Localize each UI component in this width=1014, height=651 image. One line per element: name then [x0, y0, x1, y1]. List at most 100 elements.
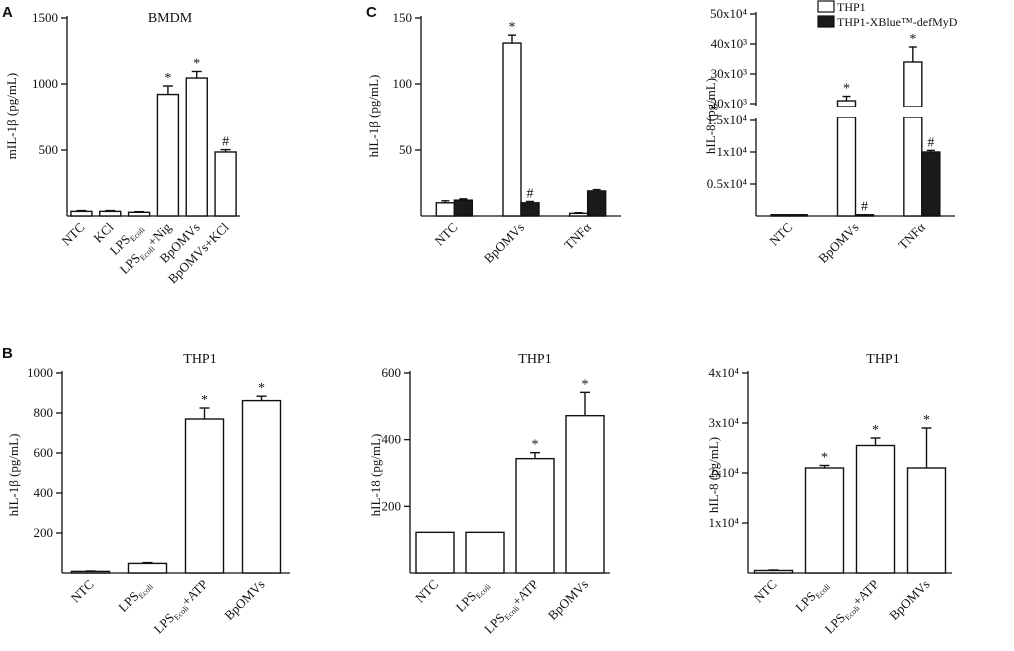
x-tick-label: LPSEcoli+ATP — [151, 577, 212, 638]
significance-mark: * — [909, 32, 916, 47]
x-tick-label: LPSEcoli+ATP — [481, 577, 542, 638]
y-tick-label: 1x10⁴ — [716, 144, 747, 159]
bar — [127, 211, 151, 217]
x-tick-label: NTC — [68, 577, 97, 606]
bar — [753, 569, 794, 574]
bar — [565, 414, 605, 574]
x-tick-label: LPSEcoli+ATP — [822, 577, 883, 638]
panel-letter-b: B — [2, 345, 13, 362]
bar — [435, 202, 456, 217]
x-tick-label: BpOMVs — [815, 220, 861, 266]
x-tick-label: NTC — [431, 220, 460, 249]
x-tick-label: TNFα — [895, 219, 928, 252]
y-tick-label: 100 — [393, 76, 413, 91]
y-tick-label: 1500 — [32, 10, 58, 25]
bar — [214, 151, 237, 217]
bar — [770, 214, 790, 217]
significance-mark: * — [843, 82, 850, 97]
y-tick-label: 0.5x10⁴ — [707, 176, 748, 191]
x-tick-label: BpOMVs — [545, 577, 591, 623]
bar — [903, 61, 923, 108]
bar — [465, 531, 505, 574]
chart-title: THP1 — [866, 352, 899, 367]
y-tick-label: 50 — [399, 142, 412, 157]
y-tick-label: 50x10⁴ — [710, 6, 748, 21]
bar — [921, 151, 941, 217]
chart-hil18-b: 200 400 600 THP1 hIL-18 (pg/mL) NTC LPSEcoli * L… — [368, 352, 610, 638]
y-tick-label: 150 — [393, 10, 413, 25]
y-tick-label: 2x10⁴ — [708, 465, 739, 480]
bar — [185, 77, 208, 217]
x-tick-label: LPSEcoli — [792, 576, 832, 616]
bar-lower-segment — [836, 116, 857, 217]
chart-title: THP1 — [518, 352, 551, 367]
x-tick-label: LPSEcoli — [453, 576, 493, 616]
y-axis-label: hIL-8 (pg/mL) — [706, 437, 721, 513]
significance-mark: * — [201, 393, 208, 408]
y-tick-label: 600 — [34, 445, 54, 460]
y-tick-label: 1000 — [32, 76, 58, 91]
y-tick-label: 400 — [34, 485, 54, 500]
chart-hil1b-c: 50 100 150 hIL-1β (pg/mL) NTC * # BpOMVs TNFα — [366, 10, 621, 266]
bar — [804, 467, 845, 574]
y-tick-label: 1.5x10⁴ — [707, 112, 748, 127]
y-axis-label: hIL-1β (pg/mL) — [366, 75, 381, 158]
bar — [515, 457, 555, 574]
significance-mark: * — [582, 377, 589, 392]
bar — [906, 467, 947, 574]
x-tick-label: TNFα — [561, 219, 594, 252]
x-tick-label: BpOMVs — [481, 220, 527, 266]
significance-mark: # — [927, 135, 934, 150]
y-tick-label: 400 — [382, 432, 402, 447]
y-tick-label: 40x10³ — [711, 36, 748, 51]
y-axis-label: mIL-1β (pg/mL) — [4, 73, 19, 159]
legend: THP1 THP1-XBlue™-defMyD — [817, 0, 958, 29]
x-tick-label: NTC — [412, 577, 441, 606]
significance-mark: * — [258, 381, 265, 396]
bar — [836, 100, 857, 108]
legend-label-defmyd: THP1-XBlue™-defMyD — [837, 15, 958, 29]
legend-label-thp1: THP1 — [837, 0, 866, 14]
significance-mark: * — [193, 56, 200, 71]
x-tick-label: NTC — [751, 577, 780, 606]
y-axis-label: hIL-8 (pg/mL) — [703, 78, 718, 154]
axis-break-gap — [902, 107, 923, 117]
y-axis-label: hIL-18 (pg/mL) — [368, 434, 383, 517]
significance-mark: # — [527, 186, 534, 201]
significance-mark: * — [164, 71, 171, 86]
y-tick-label: 200 — [34, 525, 54, 540]
bar — [127, 562, 168, 574]
x-tick-label: NTC — [766, 220, 795, 249]
bar — [70, 210, 93, 217]
bar — [241, 399, 282, 574]
significance-mark: * — [923, 413, 930, 428]
y-tick-label: 20x10³ — [711, 96, 748, 111]
significance-mark: * — [509, 20, 516, 35]
y-tick-label: 200 — [382, 498, 402, 513]
panel-letter-c: C — [366, 4, 377, 21]
x-tick-label: LPSEcoli — [115, 576, 155, 616]
axis-break-gap — [836, 107, 857, 117]
significance-mark: * — [532, 438, 539, 453]
bar — [184, 418, 225, 574]
x-tick-label: BpOMVs — [886, 577, 932, 623]
chart-title: BMDM — [148, 11, 193, 26]
bar — [568, 212, 589, 217]
significance-mark: * — [872, 423, 879, 438]
legend-swatch-thp1 — [817, 0, 835, 13]
x-tick-label: NTC — [59, 220, 88, 249]
panel-letter-a: A — [2, 4, 13, 21]
bar — [788, 214, 808, 217]
y-tick-label: 4x10⁴ — [708, 365, 739, 380]
y-tick-label: 1000 — [27, 365, 53, 380]
bar — [502, 42, 522, 217]
significance-mark: # — [222, 135, 229, 150]
y-tick-label: 500 — [39, 142, 59, 157]
significance-mark: * — [821, 451, 828, 466]
x-tick-label: BpOMVs — [221, 577, 267, 623]
bar — [854, 214, 875, 217]
y-tick-label: 800 — [34, 405, 54, 420]
